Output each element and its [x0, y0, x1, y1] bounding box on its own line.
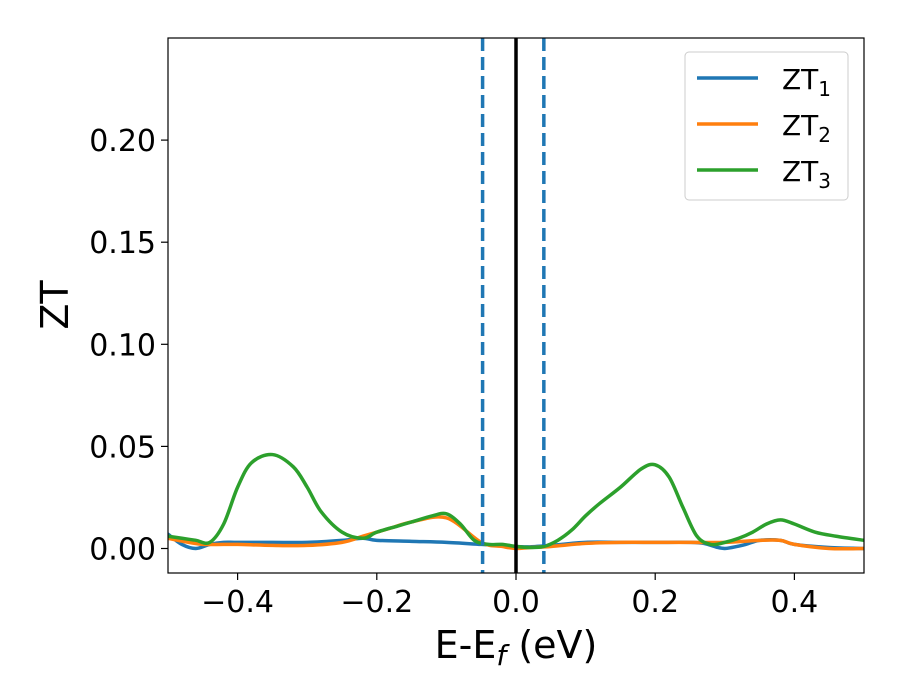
legend: ZT1 ZT2 ZT3	[684, 51, 849, 201]
y-axis-ticks: 0.00 0.05 0.10 0.15 0.20	[89, 124, 168, 567]
y-tick-label: 0.05	[89, 430, 156, 465]
legend-box	[684, 51, 849, 201]
x-axis-ticks: −0.4 −0.2 0.0 0.2 0.4	[201, 573, 818, 620]
legend-label: ZT1	[782, 63, 831, 101]
x-tick-label: 0.0	[492, 585, 540, 620]
x-tick-label: −0.2	[340, 585, 413, 620]
x-axis-title-main: E-E	[435, 623, 497, 667]
legend-item-zt2: ZT2	[697, 109, 831, 147]
legend-label: ZT3	[782, 155, 831, 193]
y-axis-title: ZT	[33, 280, 77, 330]
x-axis-title: E-Ef (eV)	[435, 623, 598, 672]
x-axis-title-unit: (eV)	[506, 623, 597, 667]
legend-label: ZT2	[782, 109, 831, 147]
y-tick-label: 0.10	[89, 328, 156, 363]
y-tick-label: 0.00	[89, 532, 156, 567]
x-tick-label: 0.4	[771, 585, 819, 620]
y-tick-label: 0.20	[89, 124, 156, 159]
legend-item-zt1: ZT1	[697, 63, 831, 101]
x-tick-label: −0.4	[201, 585, 274, 620]
legend-item-zt3: ZT3	[697, 155, 831, 193]
y-tick-label: 0.15	[89, 226, 156, 261]
reference-lines	[480, 38, 546, 573]
x-tick-label: 0.2	[631, 585, 679, 620]
